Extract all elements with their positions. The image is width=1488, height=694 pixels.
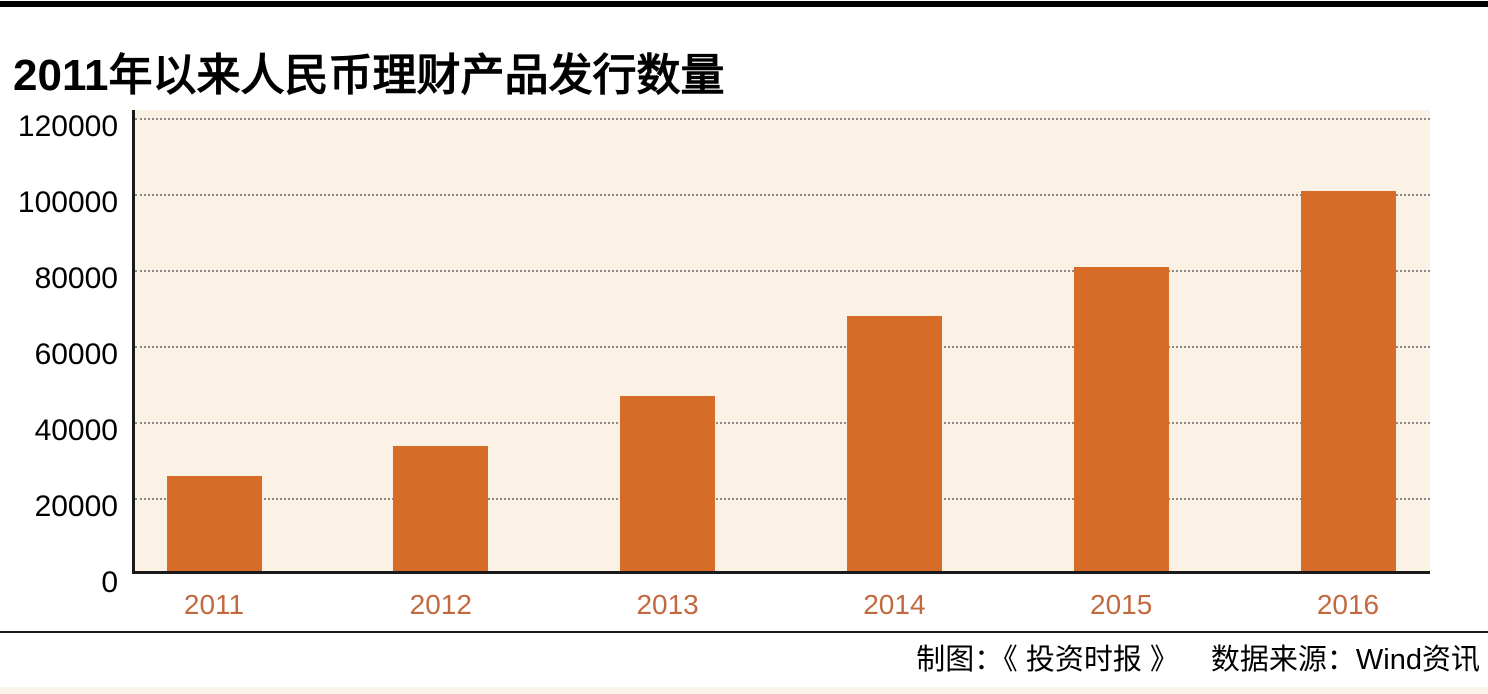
x-tick-label-2011: 2011 [183,589,245,620]
y-tick-label: 120000 [17,110,118,143]
y-tick-label: 20000 [34,490,118,523]
gridline-20000 [135,498,1430,500]
bar-2016 [1300,191,1396,571]
top-accent-bar [0,1,1488,7]
x-tick-label-2013: 2013 [636,589,699,620]
gridline-60000 [135,346,1430,348]
gridline-40000 [135,422,1430,424]
x-tick-label-2014: 2014 [863,589,926,620]
footer-caption: 制图：《 投资时报 》数据来源：Wind资讯 [916,643,1480,677]
data-source-text: 数据来源：Wind资讯 [1210,644,1480,676]
bottom-accent-strip [0,687,1488,694]
bar-2014 [846,316,942,571]
x-tick-label-2016: 2016 [1316,589,1380,620]
footer-divider [0,631,1488,633]
gridline-120000 [135,118,1430,120]
x-tick-label-2015: 2015 [1090,589,1153,620]
x-tick-label-2012: 2012 [409,589,472,620]
y-tick-label: 0 [101,566,118,599]
y-tick-label: 80000 [34,262,118,295]
gridline-100000 [135,194,1430,196]
y-tick-label: 60000 [34,338,118,371]
credit-text: 制图：《 投资时报 》 [916,644,1179,676]
bar-2013 [620,396,716,571]
bar-2012 [393,445,489,571]
gridline-80000 [135,270,1430,272]
y-tick-label: 100000 [17,186,118,219]
bar-2015 [1073,267,1169,571]
bar-2011 [166,476,262,571]
chart-title: 2011年以来人民币理财产品发行数量 [13,51,725,101]
plot-area [132,110,1430,574]
y-tick-label: 40000 [34,414,118,447]
